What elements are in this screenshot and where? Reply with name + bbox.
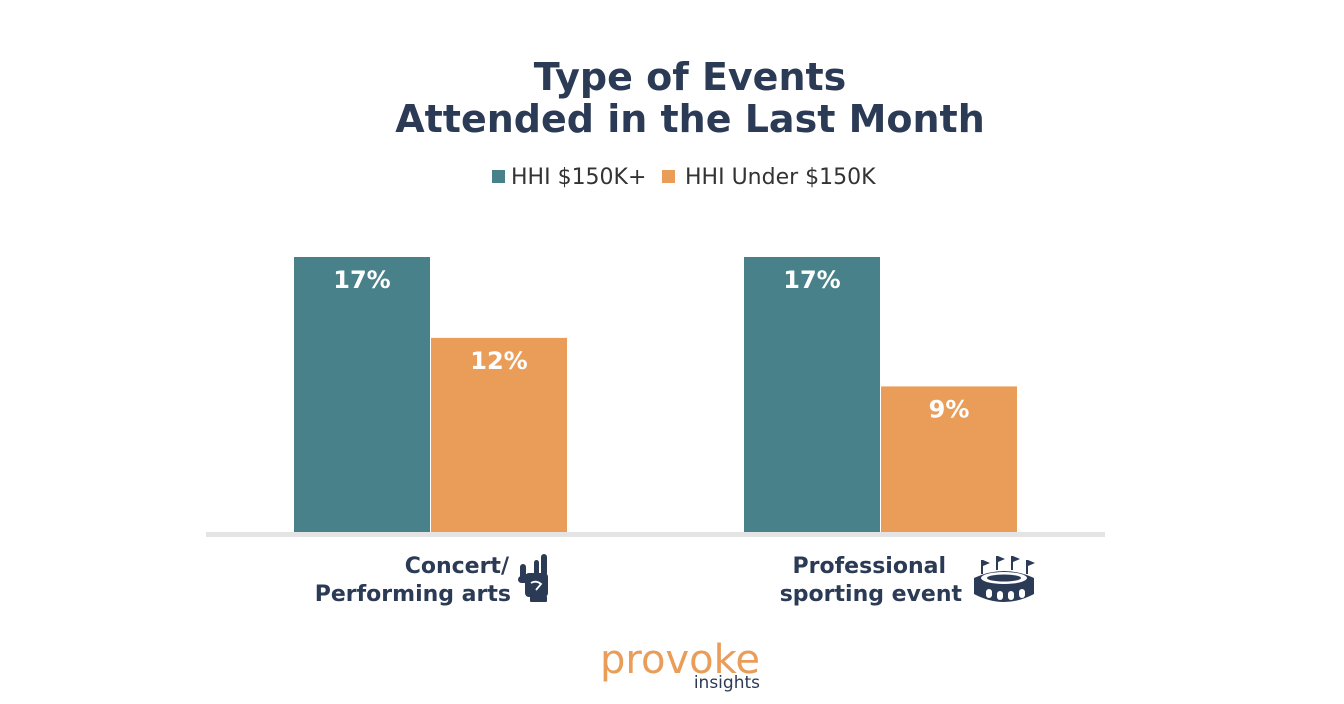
x-axis-line: [206, 532, 1105, 537]
value-label-concert-series-2: 12%: [470, 347, 527, 375]
bar-sporting-series-2: [881, 386, 1017, 532]
chart-title-line-2: Attended in the Last Month: [395, 97, 985, 141]
brand-tagline: insights: [694, 673, 760, 693]
bar-concert-series-2: [431, 337, 567, 532]
value-label-concert-series-1: 17%: [333, 266, 390, 294]
bar-sporting-series-1: [744, 257, 880, 532]
value-label-sporting-series-2: 9%: [929, 395, 970, 423]
legend-label-series-1: HHI $150K+: [511, 165, 646, 190]
category-label-concert-line-2: Performing arts: [315, 582, 511, 607]
bars-group: 17% 12% 17% 9%: [294, 257, 1017, 532]
chart-title-line-1: Type of Events: [534, 55, 847, 99]
rock-hand-icon: [518, 554, 548, 602]
legend-swatch-series-1: [492, 170, 505, 183]
legend: HHI $150K+ HHI Under $150K: [492, 165, 876, 190]
value-label-sporting-series-1: 17%: [783, 266, 840, 294]
category-label-sporting-line-1: Professional: [793, 554, 946, 579]
category-label-sporting-line-2: sporting event: [780, 582, 963, 607]
bar-concert-series-1: [294, 257, 430, 532]
category-label-concert-line-1: Concert/: [405, 554, 510, 579]
category-label-concert: Concert/ Performing arts: [315, 554, 511, 607]
legend-label-series-2: HHI Under $150K: [685, 165, 876, 190]
brand-logo: provoke insights: [600, 637, 760, 693]
brand-name: provoke: [600, 637, 760, 683]
stadium-icon: [974, 556, 1035, 602]
category-label-sporting: Professional sporting event: [780, 554, 963, 607]
legend-swatch-series-2: [662, 170, 675, 183]
